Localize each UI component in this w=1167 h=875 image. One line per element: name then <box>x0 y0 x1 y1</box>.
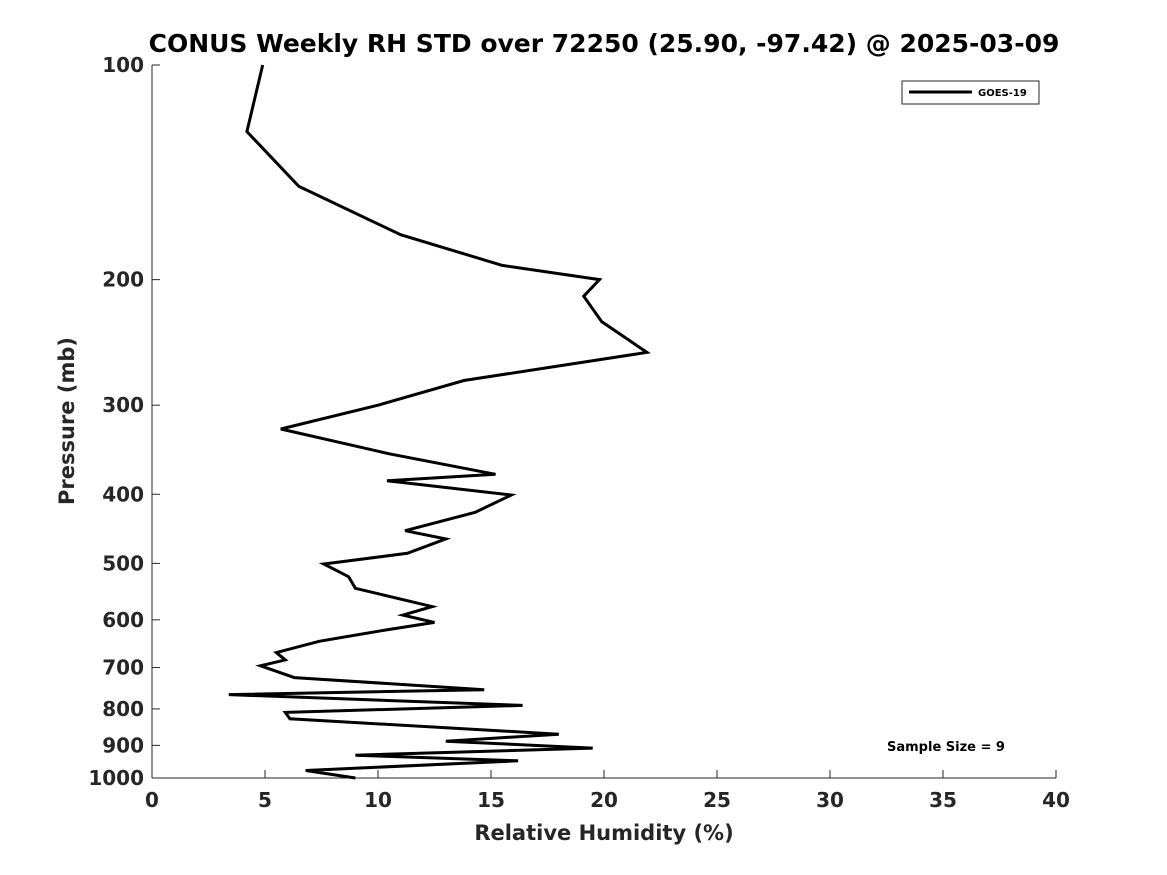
x-tick-label: 30 <box>816 788 844 812</box>
y-tick-label: 300 <box>102 393 144 417</box>
plot-area <box>152 65 1056 778</box>
legend: GOES-19 <box>901 80 1040 105</box>
y-tick-label: 200 <box>102 268 144 292</box>
y-tick-label: 100 <box>102 53 144 77</box>
x-tick-label: 35 <box>929 788 957 812</box>
y-ticks: 100 200 300 400 500 600 700 800 900 1000 <box>88 53 160 790</box>
y-axis-label: Pressure (mb) <box>55 337 79 505</box>
series-line-goes-19 <box>228 64 651 780</box>
x-tick-label: 5 <box>258 788 272 812</box>
y-tick-label: 600 <box>102 608 144 632</box>
y-tick-label: 1000 <box>88 766 144 790</box>
y-tick-label: 800 <box>102 697 144 721</box>
y-tick-label: 900 <box>102 733 144 757</box>
x-tick-label: 15 <box>477 788 505 812</box>
y-tick-label: 700 <box>102 656 144 680</box>
x-tick-label: 0 <box>145 788 159 812</box>
legend-label-goes-19: GOES-19 <box>978 88 1027 99</box>
y-tick-label: 400 <box>102 482 144 506</box>
chart-title: CONUS Weekly RH STD over 72250 (25.90, -… <box>149 29 1060 58</box>
x-tick-label: 40 <box>1042 788 1070 812</box>
x-tick-label: 25 <box>703 788 731 812</box>
x-tick-label: 20 <box>590 788 618 812</box>
series-group <box>228 64 651 780</box>
y-tick-label: 500 <box>102 551 144 575</box>
x-tick-label: 10 <box>364 788 392 812</box>
x-axis-label: Relative Humidity (%) <box>474 821 733 845</box>
x-ticks: 0 5 10 15 20 25 30 35 40 <box>145 770 1070 812</box>
sample-size-annotation: Sample Size = 9 <box>887 740 1005 755</box>
